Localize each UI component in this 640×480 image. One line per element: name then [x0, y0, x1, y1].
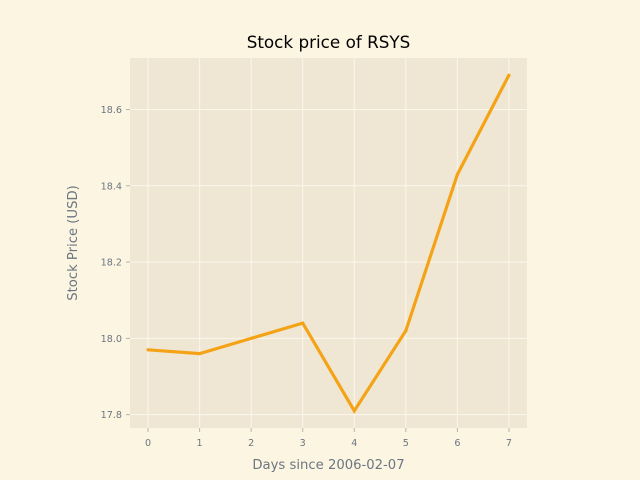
- chart-title: Stock price of RSYS: [247, 32, 411, 52]
- data-point: [146, 348, 149, 351]
- data-point: [301, 322, 304, 325]
- x-tick-label: 6: [454, 438, 460, 449]
- x-tick-label: 3: [300, 438, 306, 449]
- data-point: [198, 352, 201, 355]
- y-tick-label: 18.0: [101, 334, 122, 345]
- y-tick-label: 18.6: [101, 105, 122, 116]
- x-tick-label: 4: [351, 438, 357, 449]
- x-axis-label: Days since 2006-02-07: [252, 458, 404, 473]
- y-axis-label: Stock Price (USD): [66, 185, 81, 301]
- y-tick-label: 18.4: [101, 181, 122, 192]
- x-tick-label: 5: [403, 438, 409, 449]
- x-tick-label: 7: [506, 438, 512, 449]
- y-tick-label: 18.2: [101, 258, 122, 269]
- data-point: [456, 173, 459, 176]
- x-tick-label: 1: [197, 438, 203, 449]
- data-point: [404, 329, 407, 332]
- plot-area: [130, 58, 527, 428]
- y-axis-ticks: 17.8 18.0 18.2 18.4 18.6: [101, 105, 130, 421]
- x-tick-label: 2: [248, 438, 254, 449]
- x-tick-label: 0: [145, 438, 151, 449]
- data-point: [250, 337, 253, 340]
- data-point: [507, 74, 510, 77]
- y-tick-label: 17.8: [101, 410, 122, 421]
- data-point: [353, 409, 356, 412]
- x-axis-ticks: 0 1 2 3 4 5 6 7: [145, 428, 512, 449]
